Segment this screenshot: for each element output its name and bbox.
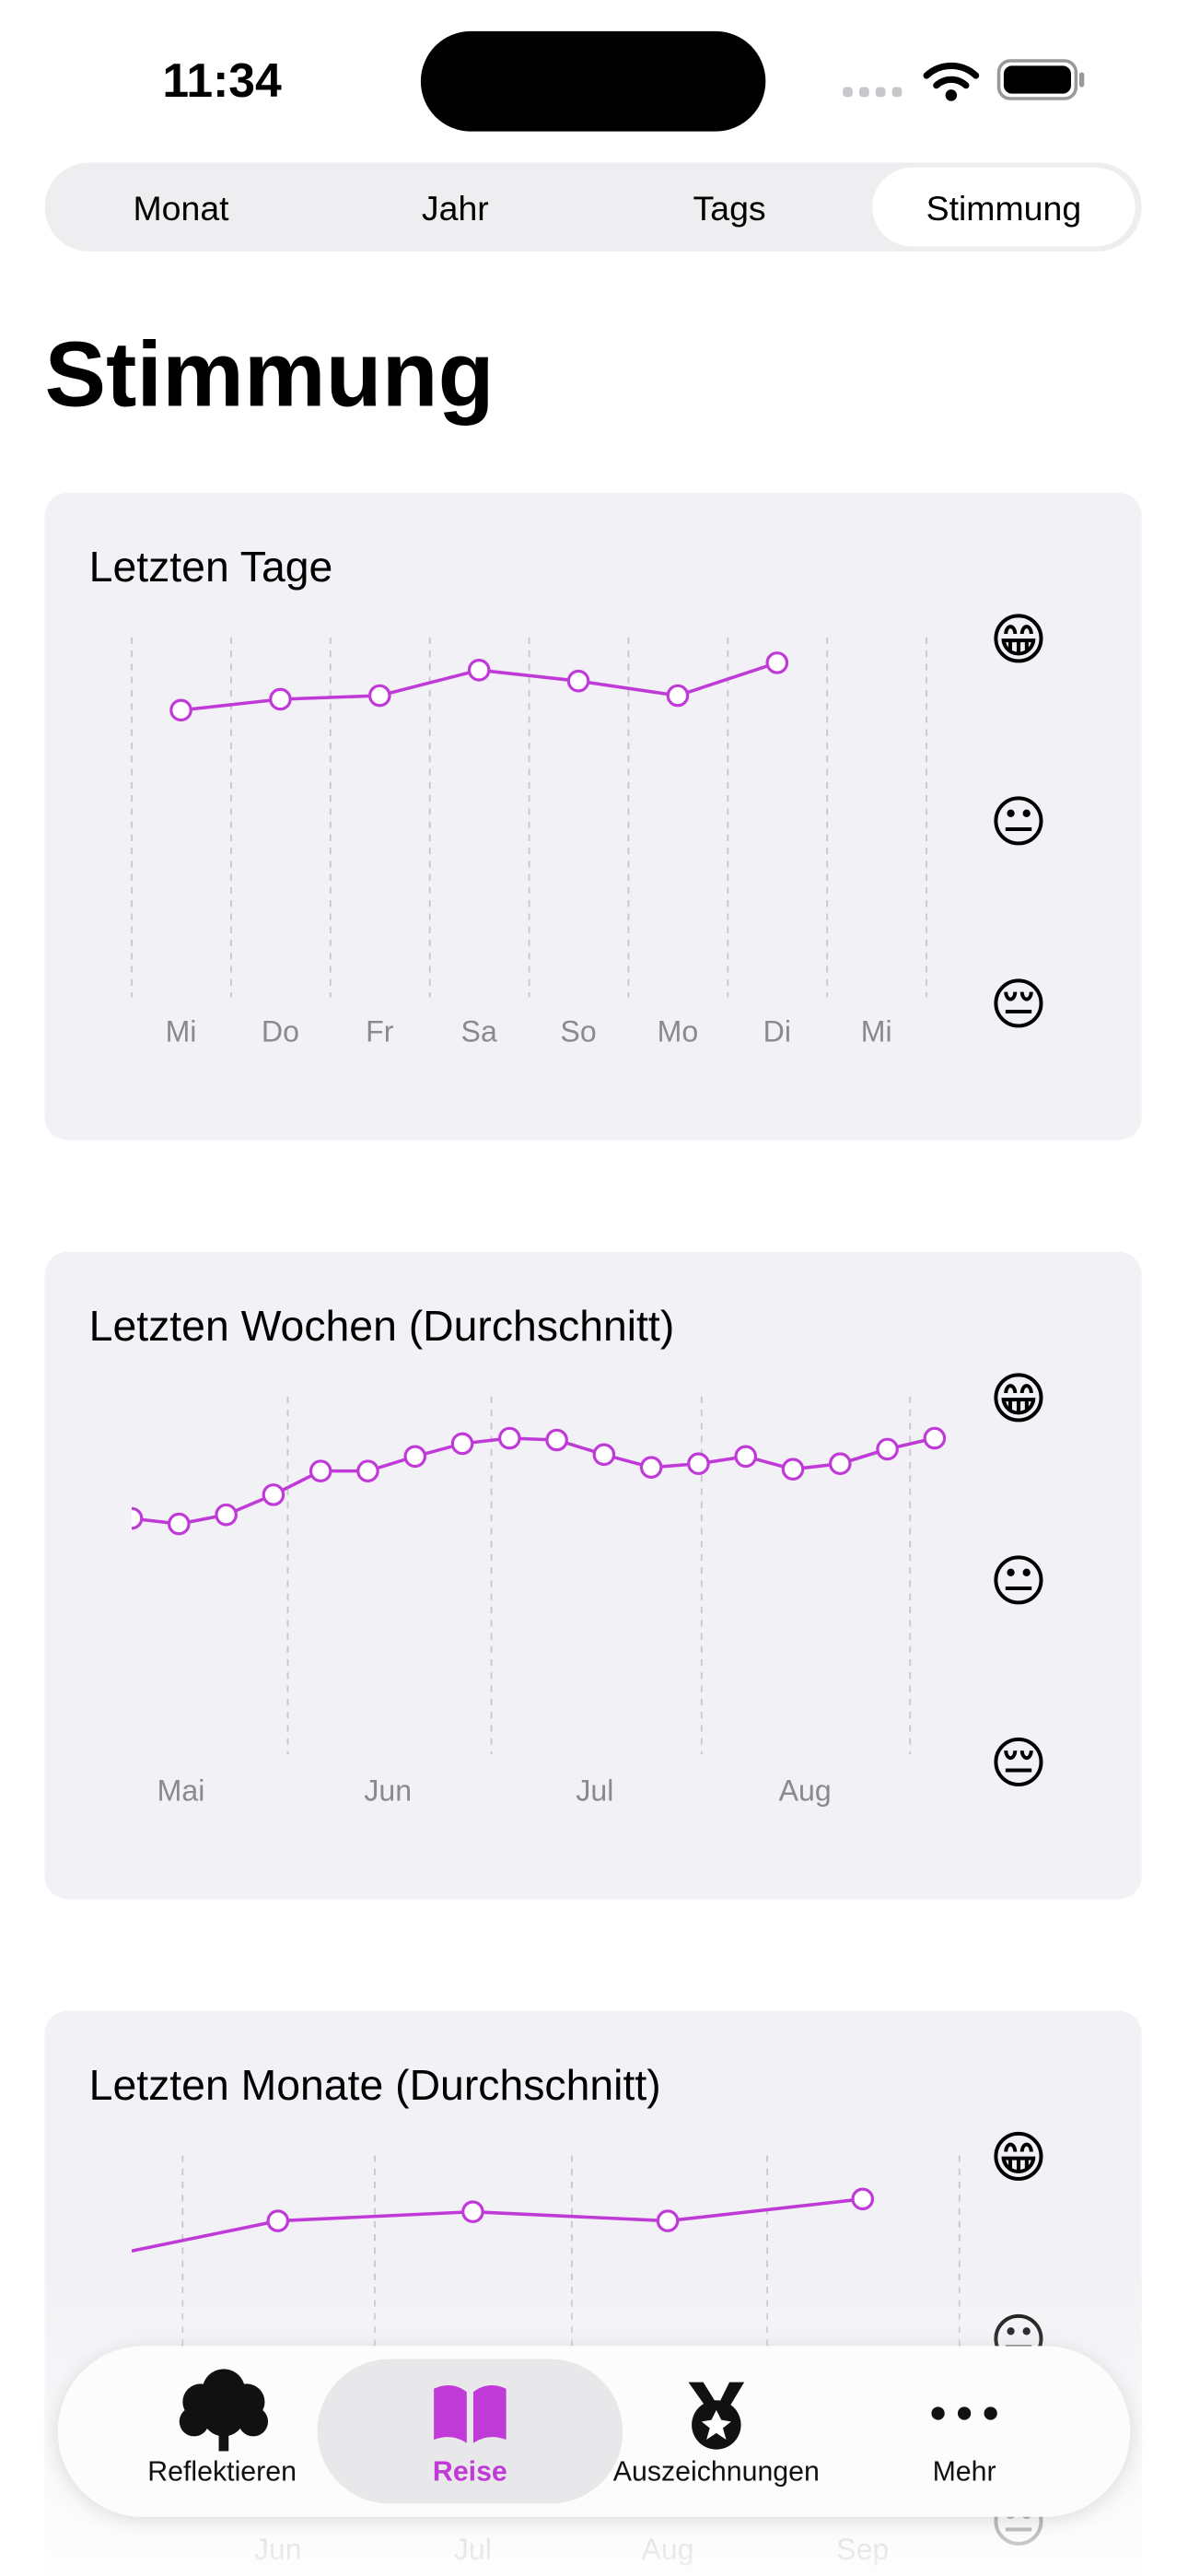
x-tick-label: Mai	[157, 1774, 205, 1807]
page-title: Stimmung	[45, 323, 495, 426]
dynamic-island	[420, 30, 766, 132]
tab-icon	[434, 2385, 507, 2443]
clock: 11:34	[162, 53, 282, 107]
x-tick-label: Mi	[861, 1015, 892, 1048]
wifi	[923, 62, 980, 89]
x-tick-label: Mo	[658, 1015, 699, 1048]
chart-title: Letzten Monate (Durchschnitt)	[89, 2061, 661, 2109]
battery	[996, 59, 1078, 100]
tab-icon	[931, 2406, 997, 2420]
tree-leaf	[202, 2394, 246, 2437]
tab-label[interactable]: Mehr	[933, 2457, 996, 2488]
point	[592, 1443, 616, 1467]
point	[566, 669, 590, 693]
x-tick-label: Di	[763, 1015, 791, 1048]
medal-star	[701, 2409, 731, 2440]
x-tick-label: Fr	[366, 1015, 394, 1048]
book-right	[472, 2385, 507, 2443]
point	[215, 1503, 238, 1527]
chart-title: Letzten Wochen (Durchschnitt)	[89, 1302, 675, 1350]
point	[168, 1512, 191, 1536]
point	[403, 1445, 427, 1469]
point	[781, 1458, 805, 1481]
segment-label[interactable]: Jahr	[422, 189, 489, 228]
series	[169, 651, 789, 722]
point	[828, 1452, 852, 1476]
point	[132, 1506, 144, 1530]
dot	[931, 2406, 945, 2420]
point	[923, 1426, 947, 1450]
tab-label[interactable]: Auszeichnungen	[613, 2457, 820, 2488]
segment-label[interactable]: Stimmung	[926, 189, 1082, 228]
point	[262, 1483, 285, 1506]
dot	[957, 2406, 972, 2420]
point	[734, 1445, 758, 1469]
point	[498, 1426, 521, 1450]
point	[545, 1428, 568, 1452]
series	[132, 2187, 875, 2254]
point	[266, 2209, 290, 2232]
point	[765, 651, 789, 674]
y-tick-label: 😁	[989, 2126, 1047, 2189]
point	[269, 687, 292, 711]
point	[687, 1452, 710, 1476]
x-tick-label: Jun	[364, 1774, 412, 1807]
point	[450, 1432, 474, 1456]
x-tick-label: So	[560, 1015, 596, 1048]
dot	[984, 2406, 997, 2420]
segment-label[interactable]: Tags	[693, 189, 766, 228]
x-tick-label: Do	[262, 1015, 299, 1048]
status-bar: 11:34	[162, 30, 1085, 132]
point	[367, 684, 391, 708]
signal	[843, 87, 903, 98]
x-tick-label: Mi	[166, 1015, 197, 1048]
point	[467, 658, 491, 682]
tree-leaf	[179, 2406, 209, 2437]
card	[44, 1251, 1142, 1900]
tab-icon	[688, 2382, 745, 2450]
tab-selected	[317, 2359, 623, 2504]
point	[356, 1459, 379, 1482]
tree-trunk	[218, 2421, 229, 2452]
chart: Letzten Tage 😔 😐 😁 Mi Do Fr Sa So Mo Di Mi	[89, 543, 1048, 1048]
x-tick-label: Aug	[779, 1774, 832, 1807]
x-tick-label: Sa	[461, 1015, 497, 1048]
point	[169, 698, 192, 722]
point	[851, 2187, 875, 2211]
tab-label[interactable]: Reflektieren	[147, 2457, 297, 2488]
card	[44, 492, 1142, 1141]
tab-label[interactable]: Reise	[433, 2457, 507, 2488]
point	[309, 1459, 332, 1482]
y-tick-label: 😁	[989, 608, 1047, 671]
y-tick-label: 😁	[989, 1367, 1047, 1430]
y-tick-label: 😐	[989, 1550, 1047, 1612]
point	[461, 2200, 484, 2223]
point	[639, 1456, 663, 1479]
segmented-control	[44, 162, 1142, 252]
y-tick-label: 😔	[989, 1732, 1047, 1795]
medal-ribbon	[688, 2382, 745, 2416]
battery-level	[1003, 65, 1072, 94]
book-left	[434, 2385, 467, 2443]
battery-cap	[1078, 72, 1085, 88]
wifi-dot	[945, 89, 958, 101]
y-tick-label: 😔	[989, 973, 1047, 1036]
chart: Letzten Wochen (Durchschnitt) 😔 😐 😁 Mai Jun Ju…	[89, 1302, 1048, 1807]
x-tick-label: Jul	[576, 1774, 613, 1807]
segment-selected	[872, 167, 1136, 247]
point	[876, 1437, 899, 1461]
chart-title: Letzten Tage	[89, 543, 333, 591]
point	[656, 2209, 680, 2232]
series	[132, 1426, 947, 1536]
y-tick-label: 😐	[989, 790, 1047, 853]
tree-leaf	[238, 2406, 269, 2437]
point	[666, 684, 690, 708]
segment-label[interactable]: Monat	[134, 189, 230, 228]
tab-icon	[179, 2369, 269, 2452]
